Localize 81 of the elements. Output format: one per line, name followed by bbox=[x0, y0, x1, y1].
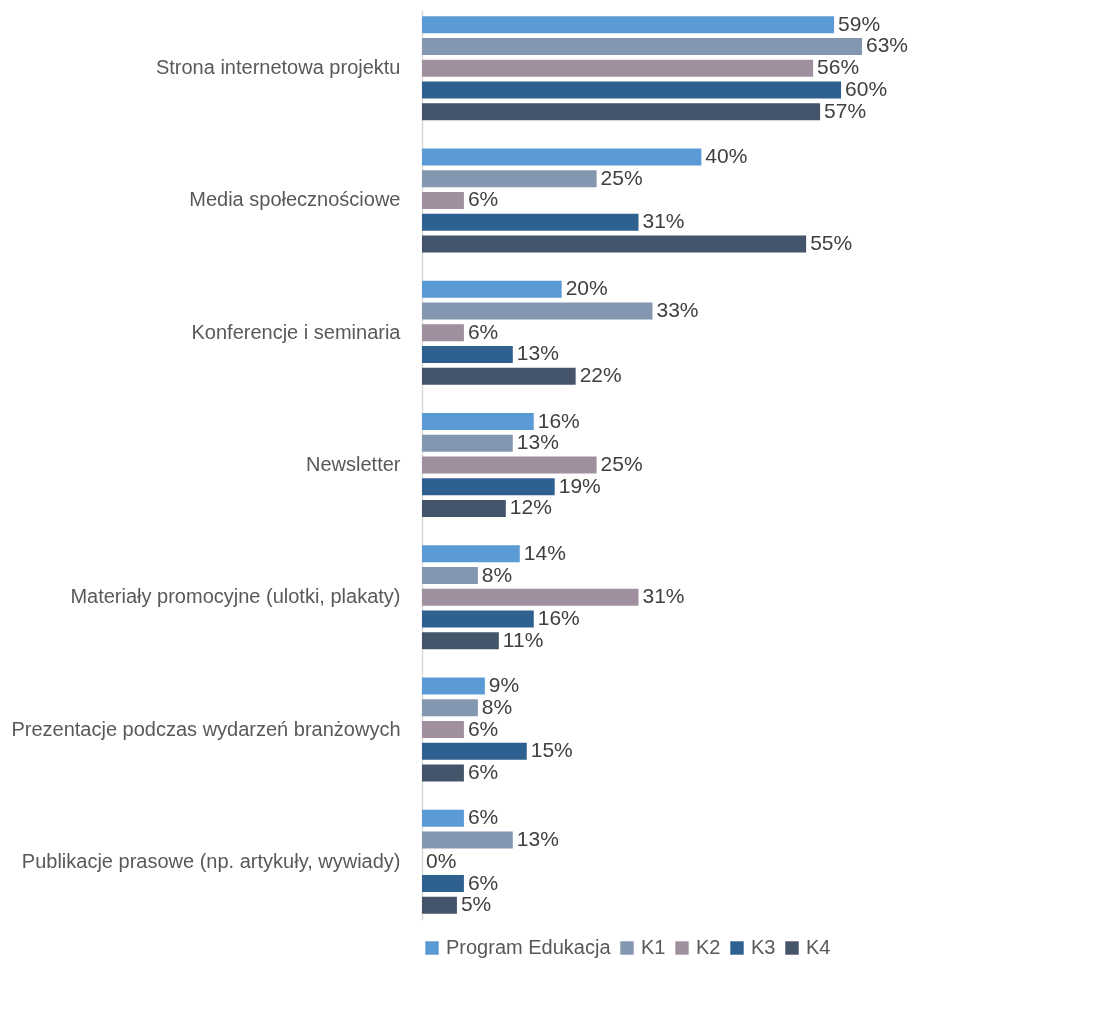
bar bbox=[422, 213, 639, 231]
y-tick-label: Strona internetowa projektu bbox=[155, 56, 401, 79]
data-label: 13% bbox=[516, 430, 559, 454]
data-label: 15% bbox=[530, 738, 573, 762]
data-label: 13% bbox=[516, 341, 559, 365]
data-label: 63% bbox=[866, 33, 909, 57]
bar bbox=[422, 345, 513, 363]
data-label: 22% bbox=[579, 363, 622, 387]
data-label: 8% bbox=[481, 562, 513, 586]
data-label: 57% bbox=[824, 98, 867, 122]
data-label: 31% bbox=[642, 584, 685, 608]
data-label: 8% bbox=[481, 694, 513, 718]
data-label: 14% bbox=[523, 540, 566, 564]
bar bbox=[422, 809, 464, 827]
data-label: 19% bbox=[558, 473, 601, 497]
bar bbox=[422, 413, 534, 431]
data-label: 6% bbox=[467, 870, 499, 894]
legend-label: K1 bbox=[641, 936, 666, 958]
bar bbox=[422, 478, 555, 496]
data-label: 16% bbox=[537, 605, 580, 629]
data-label: 31% bbox=[642, 209, 685, 233]
bar bbox=[422, 588, 639, 606]
bar bbox=[422, 103, 821, 121]
data-label: 55% bbox=[810, 230, 853, 254]
bar bbox=[422, 456, 597, 474]
data-label: 11% bbox=[502, 627, 544, 651]
y-tick-label: Konferencje i seminaria bbox=[191, 320, 402, 343]
data-label: 59% bbox=[838, 11, 881, 35]
data-label: 6% bbox=[467, 187, 499, 211]
y-tick-label: Materiały promocyjne (ulotki, plakaty) bbox=[70, 585, 401, 608]
bar bbox=[422, 545, 520, 563]
bar bbox=[422, 16, 835, 34]
bar bbox=[422, 191, 464, 209]
legend-label: Program Edukacja bbox=[446, 936, 612, 958]
bar bbox=[422, 434, 513, 452]
bar bbox=[422, 302, 653, 320]
bar bbox=[422, 875, 464, 893]
data-label: 25% bbox=[600, 165, 643, 189]
data-label: 25% bbox=[600, 452, 643, 475]
y-tick-label: Prezentacje podczas wydarzeń branżowych bbox=[11, 717, 401, 740]
y-tick-label: Publikacje prasowe (np. artykuły, wywiady) bbox=[21, 849, 401, 872]
data-label: 12% bbox=[509, 495, 552, 519]
bar bbox=[422, 499, 506, 517]
bar bbox=[422, 764, 464, 782]
bar bbox=[422, 721, 464, 739]
data-label: 5% bbox=[460, 892, 492, 916]
bar bbox=[422, 567, 478, 585]
data-label: 6% bbox=[467, 716, 499, 740]
bar bbox=[422, 677, 485, 695]
data-label: 40% bbox=[705, 144, 748, 168]
bar bbox=[422, 170, 597, 188]
data-label: 6% bbox=[467, 759, 499, 783]
bar bbox=[422, 831, 513, 849]
bar bbox=[422, 324, 464, 342]
bar bbox=[422, 632, 499, 650]
bar bbox=[422, 235, 807, 253]
bar bbox=[422, 37, 862, 55]
bar bbox=[422, 742, 527, 760]
data-label: 20% bbox=[565, 276, 608, 300]
bar bbox=[422, 280, 562, 298]
bar bbox=[422, 81, 842, 99]
data-label: 6% bbox=[467, 805, 499, 829]
data-label: 16% bbox=[537, 408, 580, 432]
bar bbox=[422, 59, 814, 77]
legend-label: K4 bbox=[806, 936, 831, 958]
bar bbox=[422, 896, 457, 914]
data-label: 56% bbox=[817, 55, 860, 79]
bar bbox=[422, 610, 534, 628]
legend-label: K2 bbox=[696, 936, 721, 958]
y-tick-label: Newsletter bbox=[306, 453, 401, 475]
y-tick-label: Media społecznościowe bbox=[189, 188, 401, 211]
data-label: 9% bbox=[488, 673, 520, 697]
data-label: 6% bbox=[467, 319, 499, 343]
data-label: 33% bbox=[656, 298, 699, 322]
data-label: 0% bbox=[426, 848, 457, 872]
legend-label: K3 bbox=[751, 936, 776, 958]
data-label: 13% bbox=[516, 827, 559, 851]
bar bbox=[422, 699, 478, 717]
data-label: 60% bbox=[845, 76, 888, 100]
bar bbox=[422, 367, 576, 385]
bar bbox=[422, 148, 702, 166]
